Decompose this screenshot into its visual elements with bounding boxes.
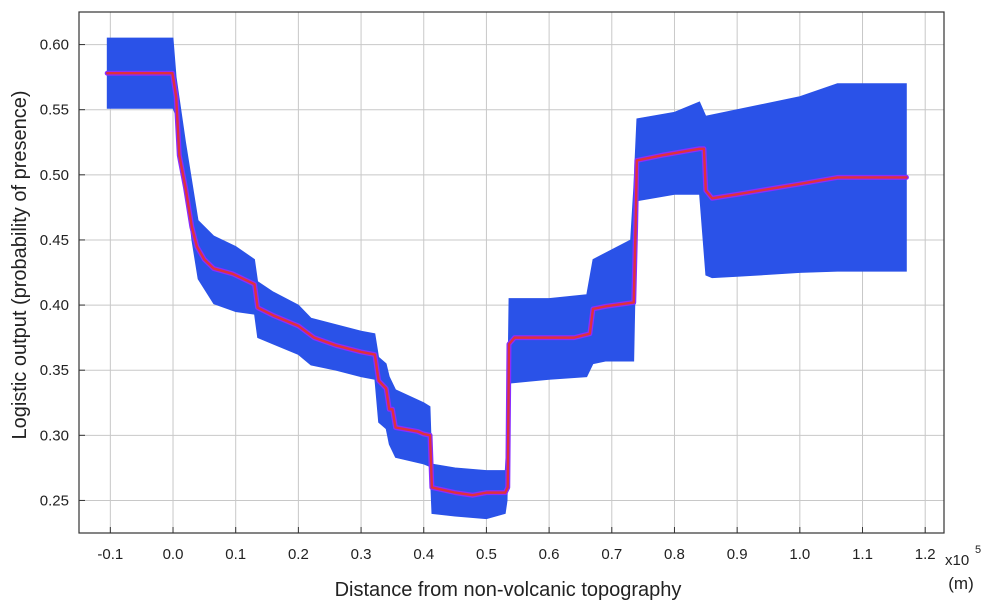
y-tick-label: 0.30	[40, 427, 69, 444]
y-tick-label: 0.60	[40, 37, 69, 54]
x-tick-label: 1.0	[789, 546, 810, 563]
x-tick-label: 0.1	[225, 546, 246, 563]
x-multiplier-exponent: 5	[975, 544, 981, 556]
x-tick-label: 0.9	[727, 546, 748, 563]
x-multiplier-base: x10	[945, 552, 969, 569]
x-tick-label: -0.1	[97, 546, 123, 563]
x-tick-label: 0.3	[351, 546, 372, 563]
x-tick-label: 0.4	[413, 546, 434, 563]
x-tick-label: 0.5	[476, 546, 497, 563]
x-tick-label: 1.2	[915, 546, 936, 563]
y-axis-title: Logistic output (probability of presence…	[9, 90, 31, 439]
mean-line	[106, 72, 908, 497]
x-tick-label: 0.6	[539, 546, 560, 563]
x-axis-title: Distance from non-volcanic topography	[335, 579, 682, 601]
y-tick-label: 0.25	[40, 492, 69, 509]
y-tick-label: 0.55	[40, 102, 69, 119]
x-tick-label: 0.7	[601, 546, 622, 563]
y-tick-label: 0.50	[40, 167, 69, 184]
x-unit-label: (m)	[948, 574, 973, 593]
y-tick-label: 0.40	[40, 297, 69, 314]
x-tick-label: 1.1	[852, 546, 873, 563]
x-tick-label: 0.2	[288, 546, 309, 563]
mean-response-line	[104, 70, 909, 498]
plot-frame	[78, 11, 945, 534]
x-tick-label: 0.0	[163, 546, 184, 563]
tick-marks	[79, 44, 926, 533]
x-tick-labels: -0.1 0.0 0.1 0.2 0.3 0.4 0.5 0.6 0.7 0.8 0.9 1.0 1.1…	[97, 546, 935, 563]
x-tick-label: 0.8	[664, 546, 685, 563]
y-tick-label: 0.45	[40, 232, 69, 249]
y-tick-label: 0.35	[40, 362, 69, 379]
y-tick-labels: 0.25 0.30 0.35 0.40 0.45 0.50 0.55 0.60	[40, 37, 69, 510]
